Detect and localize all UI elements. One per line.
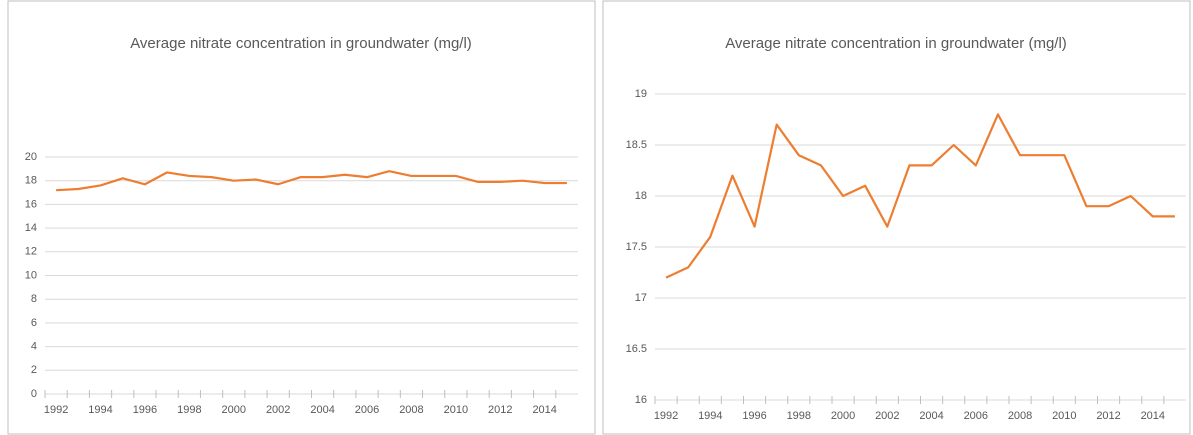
y-tick-label: 19 [635,88,647,100]
y-tick-label: 18.5 [626,139,647,151]
x-tick-label: 1998 [787,410,811,422]
x-tick-label: 1992 [654,410,678,422]
x-tick-label: 1994 [88,404,112,416]
chart-title: Average nitrate concentration in groundw… [130,35,472,52]
x-tick-label: 1998 [177,404,201,416]
y-tick-label: 12 [25,246,37,258]
x-tick-label: 2004 [919,410,943,422]
x-tick-label: 1992 [44,404,68,416]
y-tick-label: 17.5 [626,241,647,253]
y-tick-label: 16 [25,198,37,210]
y-tick-label: 20 [25,151,37,163]
x-tick-label: 2010 [1052,410,1076,422]
chart-panel [602,0,1191,435]
y-tick-label: 6 [31,317,37,329]
x-tick-label: 2012 [488,404,512,416]
y-tick-label: 14 [25,222,37,234]
x-tick-label: 2010 [444,404,468,416]
x-tick-label: 1994 [698,410,722,422]
y-tick-label: 18 [635,190,647,202]
y-tick-label: 8 [31,293,37,305]
x-tick-label: 1996 [133,404,157,416]
x-tick-label: 2000 [222,404,246,416]
chart-panel [7,0,596,435]
x-tick-label: 2006 [355,404,379,416]
y-tick-label: 16.5 [626,343,647,355]
x-tick-label: 2014 [532,404,556,416]
x-tick-label: 2002 [266,404,290,416]
x-tick-label: 2006 [964,410,988,422]
x-tick-label: 2002 [875,410,899,422]
chart-title: Average nitrate concentration in groundw… [725,35,1067,52]
data-line [56,170,567,192]
y-tick-label: 4 [31,341,37,353]
y-tick-label: 18 [25,175,37,187]
y-tick-label: 17 [635,292,647,304]
x-tick-label: 2012 [1096,410,1120,422]
x-tick-label: 2004 [310,404,334,416]
y-tick-label: 16 [635,394,647,406]
data-line [665,113,1175,279]
y-tick-label: 2 [31,364,37,376]
x-tick-label: 2014 [1141,410,1165,422]
x-tick-label: 2008 [1008,410,1032,422]
x-tick-label: 2008 [399,404,423,416]
y-tick-label: 10 [25,269,37,281]
x-tick-label: 1996 [742,410,766,422]
x-tick-label: 2000 [831,410,855,422]
y-tick-label: 0 [31,388,37,400]
